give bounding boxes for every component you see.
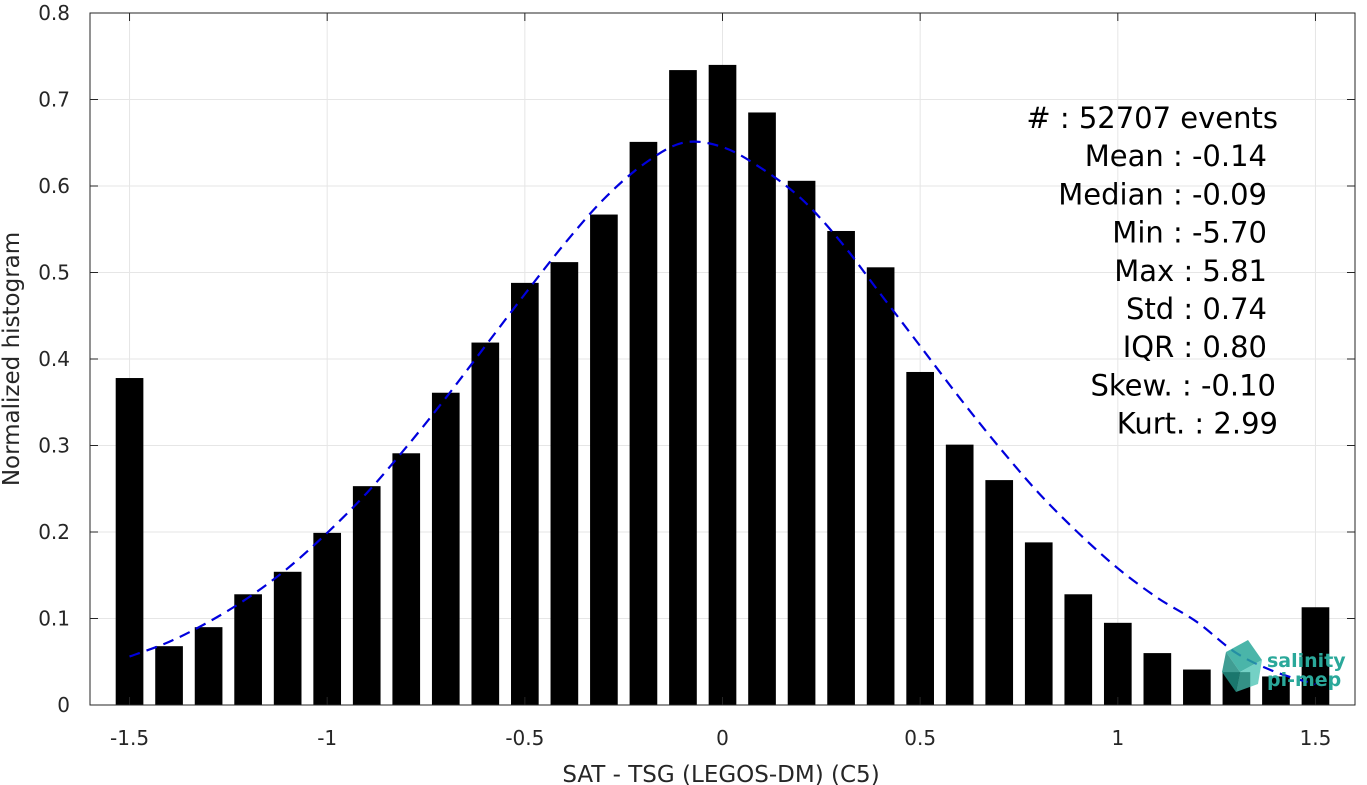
bar bbox=[748, 112, 776, 706]
y-tick-label: 0.1 bbox=[38, 607, 70, 631]
x-tick-label: 0 bbox=[716, 726, 729, 750]
bar bbox=[273, 571, 302, 705]
bar bbox=[866, 267, 895, 705]
bar bbox=[1143, 653, 1172, 705]
y-tick-label: 0.3 bbox=[38, 434, 70, 458]
bar bbox=[906, 371, 934, 705]
fit-curve bbox=[129, 140, 1316, 686]
bar bbox=[787, 180, 816, 705]
bar bbox=[155, 646, 183, 705]
bar bbox=[1262, 676, 1290, 705]
bar bbox=[471, 342, 500, 705]
y-tick-label: 0.2 bbox=[38, 520, 70, 544]
bar bbox=[115, 378, 144, 705]
logo-text-salinity: salinity bbox=[1267, 650, 1346, 672]
x-axis-label: SAT - TSG (LEGOS-DM) (C5) bbox=[562, 762, 879, 785]
statistics-box: # : 52707 events Mean : -0.14 Median : -0.… bbox=[1026, 101, 1278, 441]
stats-line: Median : -0.09 bbox=[1058, 177, 1267, 211]
y-tick-label: 0.8 bbox=[38, 1, 70, 25]
bar bbox=[550, 262, 579, 705]
bar bbox=[511, 282, 539, 705]
bar bbox=[1183, 669, 1211, 705]
x-tick-label: -1 bbox=[317, 726, 337, 750]
y-tick-label: 0.6 bbox=[38, 174, 70, 198]
stats-line: Std : 0.74 bbox=[1126, 292, 1267, 326]
bar bbox=[985, 480, 1014, 705]
histogram-bars bbox=[115, 64, 1330, 706]
x-axis-ticks: -1.5 -1 -0.5 0 0.5 1 1.5 bbox=[110, 13, 1331, 750]
y-tick-label: 0 bbox=[57, 693, 70, 717]
bar bbox=[352, 486, 381, 705]
x-tick-label: 1.5 bbox=[1300, 726, 1332, 750]
bar bbox=[234, 594, 262, 705]
logo-text-pi-mep: pi-mep bbox=[1267, 669, 1341, 691]
bar bbox=[945, 444, 974, 705]
y-tick-label: 0.4 bbox=[38, 347, 70, 371]
bar bbox=[1301, 607, 1330, 705]
x-tick-label: 1 bbox=[1111, 726, 1124, 750]
bar bbox=[1024, 542, 1053, 705]
y-tick-label: 0.7 bbox=[38, 88, 70, 112]
bar bbox=[313, 532, 342, 705]
bar bbox=[194, 627, 223, 705]
bar bbox=[629, 141, 658, 705]
bar bbox=[392, 453, 421, 705]
x-tick-label: 0.5 bbox=[904, 726, 936, 750]
y-axis-label: Normalized histogram bbox=[0, 232, 25, 486]
bar bbox=[669, 70, 697, 706]
salinity-pi-mep-logo: salinity pi-mep bbox=[1222, 640, 1346, 692]
stats-line: Kurt. : 2.99 bbox=[1117, 407, 1278, 441]
stats-line: Max : 5.81 bbox=[1114, 254, 1267, 288]
stats-line: IQR : 0.80 bbox=[1123, 330, 1267, 364]
stats-line: Mean : -0.14 bbox=[1085, 139, 1267, 173]
bar bbox=[590, 214, 618, 706]
x-tick-label: -0.5 bbox=[505, 726, 544, 750]
x-tick-label: -1.5 bbox=[110, 726, 149, 750]
y-tick-label: 0.5 bbox=[38, 261, 70, 285]
y-axis-ticks: 0 0.1 0.2 0.3 0.4 0.5 0.6 0.7 0.8 bbox=[38, 1, 1355, 717]
bar bbox=[1064, 594, 1093, 705]
logo-cube-icon bbox=[1222, 640, 1262, 692]
bar bbox=[708, 64, 737, 705]
bar bbox=[431, 392, 460, 705]
bar bbox=[1103, 622, 1132, 705]
stats-line: Skew. : -0.10 bbox=[1090, 368, 1276, 402]
bar bbox=[827, 230, 855, 706]
stats-line: # : 52707 events bbox=[1026, 101, 1278, 135]
stats-line: Min : -5.70 bbox=[1112, 216, 1267, 250]
fit-curve-line bbox=[129, 140, 1316, 686]
